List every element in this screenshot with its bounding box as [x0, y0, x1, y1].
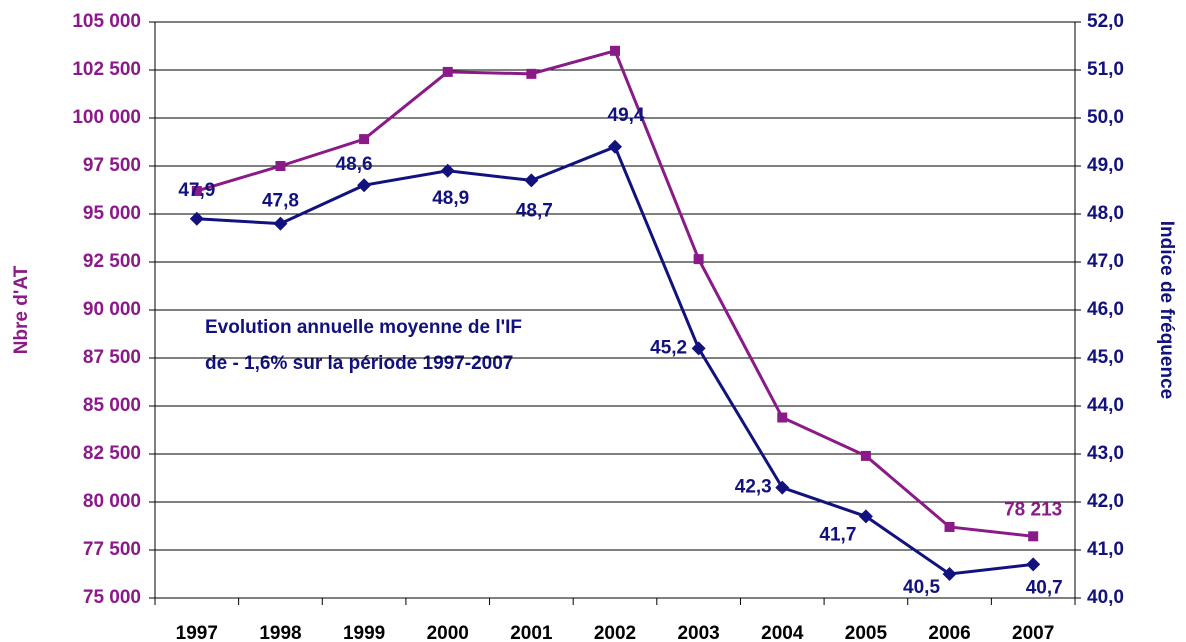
x-tick-label: 1998 — [259, 623, 301, 642]
marker — [273, 216, 288, 231]
marker — [775, 480, 790, 495]
y-tick-label: 85 000 — [83, 395, 141, 416]
y2-tick-label: 40,0 — [1087, 587, 1124, 608]
x-tick-label: 2004 — [761, 623, 804, 642]
y-tick-label: 95 000 — [83, 203, 141, 224]
marker — [691, 341, 706, 356]
y2-tick-label: 41,0 — [1087, 539, 1124, 560]
y2-tick-label: 52,0 — [1087, 11, 1124, 32]
y2-tick-label: 47,0 — [1087, 251, 1124, 272]
marker — [524, 173, 539, 188]
marker — [442, 66, 453, 77]
marker — [610, 45, 620, 56]
marker — [942, 567, 957, 581]
y2-tick-label: 42,0 — [1087, 491, 1124, 512]
marker — [191, 185, 202, 196]
y2-tick-label: 46,0 — [1087, 299, 1124, 320]
data-label: 48,6 — [336, 154, 373, 175]
y-axis-label: Nbre d'AT — [11, 265, 32, 354]
y-tick-label: 77 500 — [83, 539, 141, 560]
marker — [359, 134, 370, 145]
marker — [608, 139, 622, 154]
x-tick-label: 2002 — [594, 623, 636, 642]
y-tick-label: 90 000 — [83, 299, 141, 320]
y-tick-label: 105 000 — [72, 11, 141, 32]
data-label: 48,9 — [432, 188, 469, 209]
marker — [858, 509, 873, 524]
y2-tick-label: 43,0 — [1087, 443, 1124, 464]
data-label: 42,3 — [735, 477, 772, 498]
x-tick-label: 2000 — [427, 623, 469, 642]
y2-tick-label: 51,0 — [1087, 59, 1124, 80]
y2-tick-label: 48,0 — [1087, 203, 1124, 224]
marker — [1026, 557, 1041, 572]
y2-tick-label: 50,0 — [1087, 107, 1124, 128]
data-label: 47,8 — [262, 191, 299, 212]
x-tick-label: 2007 — [1012, 623, 1054, 642]
marker — [1028, 531, 1039, 542]
x-tick-label: 2001 — [510, 623, 553, 642]
annotation: de - 1,6% sur la période 1997-2007 — [205, 353, 513, 374]
marker — [944, 521, 955, 532]
y2-tick-label: 45,0 — [1087, 347, 1124, 368]
annotation: Evolution annuelle moyenne de l'IF — [205, 317, 522, 338]
data-label: 40,5 — [903, 577, 940, 598]
y2-tick-label: 49,0 — [1087, 155, 1124, 176]
data-label: 49,4 — [608, 105, 645, 126]
data-label: 47,9 — [178, 180, 215, 201]
x-tick-label: 1999 — [343, 623, 385, 642]
data-label: 48,7 — [516, 200, 553, 221]
data-label: 41,7 — [819, 524, 856, 545]
y-tick-label: 102 500 — [72, 59, 141, 80]
y2-axis-label: Indice de fréquence — [1156, 221, 1177, 399]
marker — [357, 178, 372, 193]
y-tick-label: 97 500 — [83, 155, 141, 176]
y2-tick-label: 44,0 — [1087, 395, 1124, 416]
x-tick-label: 2003 — [677, 623, 719, 642]
marker — [693, 254, 704, 265]
marker — [275, 161, 286, 171]
data-label: 40,7 — [1026, 577, 1063, 598]
marker — [189, 211, 204, 226]
y-tick-label: 87 500 — [83, 347, 141, 368]
y-tick-label: 100 000 — [72, 107, 141, 128]
y-tick-label: 92 500 — [83, 251, 141, 272]
y-tick-label: 75 000 — [83, 587, 141, 608]
data-label: 45,2 — [650, 337, 687, 358]
y-tick-label: 82 500 — [83, 443, 141, 464]
marker — [526, 68, 537, 79]
y-tick-label: 80 000 — [83, 491, 141, 512]
data-label: 78 213 — [1004, 499, 1062, 520]
x-tick-label: 1997 — [176, 623, 218, 642]
x-tick-label: 2006 — [928, 623, 970, 642]
marker — [777, 412, 788, 423]
x-tick-label: 2005 — [845, 623, 888, 642]
marker — [860, 450, 871, 461]
marker — [440, 163, 455, 178]
